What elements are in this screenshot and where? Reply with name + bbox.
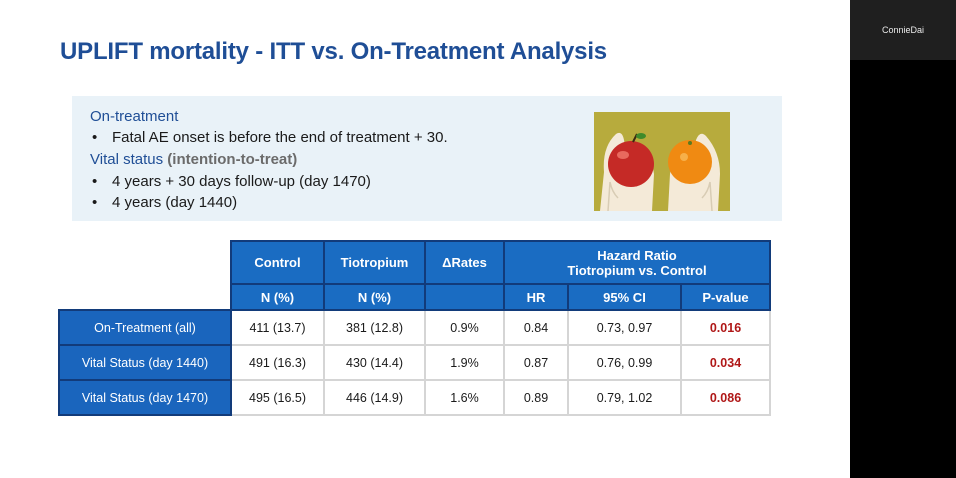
table-corner-blank (59, 241, 231, 284)
subheader-hr: HR (503, 283, 569, 311)
bullet-day-1470: • 4 years + 30 days follow-up (day 1470) (92, 173, 371, 190)
col-header-tiotropium: Tiotropium (323, 240, 426, 285)
hazard-ratio-title: Hazard Ratio (597, 247, 677, 263)
subheader-delta-blank (424, 283, 505, 311)
table-row: Vital Status (day 1440) 491 (16.3) 430 (… (58, 344, 771, 381)
col-header-hazard-ratio: Hazard Ratio Tiotropium vs. Control (503, 240, 771, 285)
cell-tiotropium: 446 (14.9) (323, 379, 426, 416)
table-corner-blank-2 (59, 284, 231, 310)
table-row: Vital Status (day 1470) 495 (16.5) 446 (… (58, 379, 771, 416)
on-treatment-heading: On-treatment (90, 108, 179, 125)
mortality-table: Control Tiotropium ΔRates Hazard Ratio T… (58, 240, 771, 416)
bullet-day-1440: • 4 years (day 1440) (92, 194, 238, 211)
cell-ci: 0.79, 1.02 (567, 379, 682, 416)
cell-p-value: 0.086 (680, 379, 771, 416)
vital-status-heading: Vital status (intention-to-treat) (90, 151, 298, 168)
cell-delta: 1.9% (424, 344, 505, 381)
row-label: On-Treatment (all) (58, 309, 232, 346)
cell-control: 411 (13.7) (230, 309, 325, 346)
row-label: Vital Status (day 1470) (58, 379, 232, 416)
cell-hr: 0.89 (503, 379, 569, 416)
cell-control: 495 (16.5) (230, 379, 325, 416)
subheader-control-n: N (%) (230, 283, 325, 311)
cell-delta: 0.9% (424, 309, 505, 346)
row-label: Vital Status (day 1440) (58, 344, 232, 381)
col-header-delta-rates: ΔRates (424, 240, 505, 285)
cell-hr: 0.87 (503, 344, 569, 381)
bullet-fatal-ae: • Fatal AE onset is before the end of tre… (92, 129, 448, 146)
apple-orange-hands-icon (594, 112, 730, 211)
cell-ci: 0.76, 0.99 (567, 344, 682, 381)
participant-name: ConnieDai (881, 25, 925, 35)
participant-video-tile[interactable]: ConnieDai (850, 0, 956, 60)
cell-delta: 1.6% (424, 379, 505, 416)
hazard-ratio-subtitle: Tiotropium vs. Control (567, 262, 707, 278)
cell-control: 491 (16.3) (230, 344, 325, 381)
slide-title: UPLIFT mortality - ITT vs. On-Treatment … (60, 38, 607, 65)
cell-p-value: 0.016 (680, 309, 771, 346)
col-header-control: Control (230, 240, 325, 285)
apples-oranges-image (594, 112, 730, 211)
cell-tiotropium: 430 (14.4) (323, 344, 426, 381)
subheader-ci: 95% CI (567, 283, 682, 311)
table-row: On-Treatment (all) 411 (13.7) 381 (12.8)… (58, 309, 771, 346)
cell-ci: 0.73, 0.97 (567, 309, 682, 346)
cell-hr: 0.84 (503, 309, 569, 346)
presentation-slide: UPLIFT mortality - ITT vs. On-Treatment … (0, 0, 850, 478)
cell-p-value: 0.034 (680, 344, 771, 381)
subheader-p-value: P-value (680, 283, 771, 311)
subheader-tiotropium-n: N (%) (323, 283, 426, 311)
cell-tiotropium: 381 (12.8) (323, 309, 426, 346)
